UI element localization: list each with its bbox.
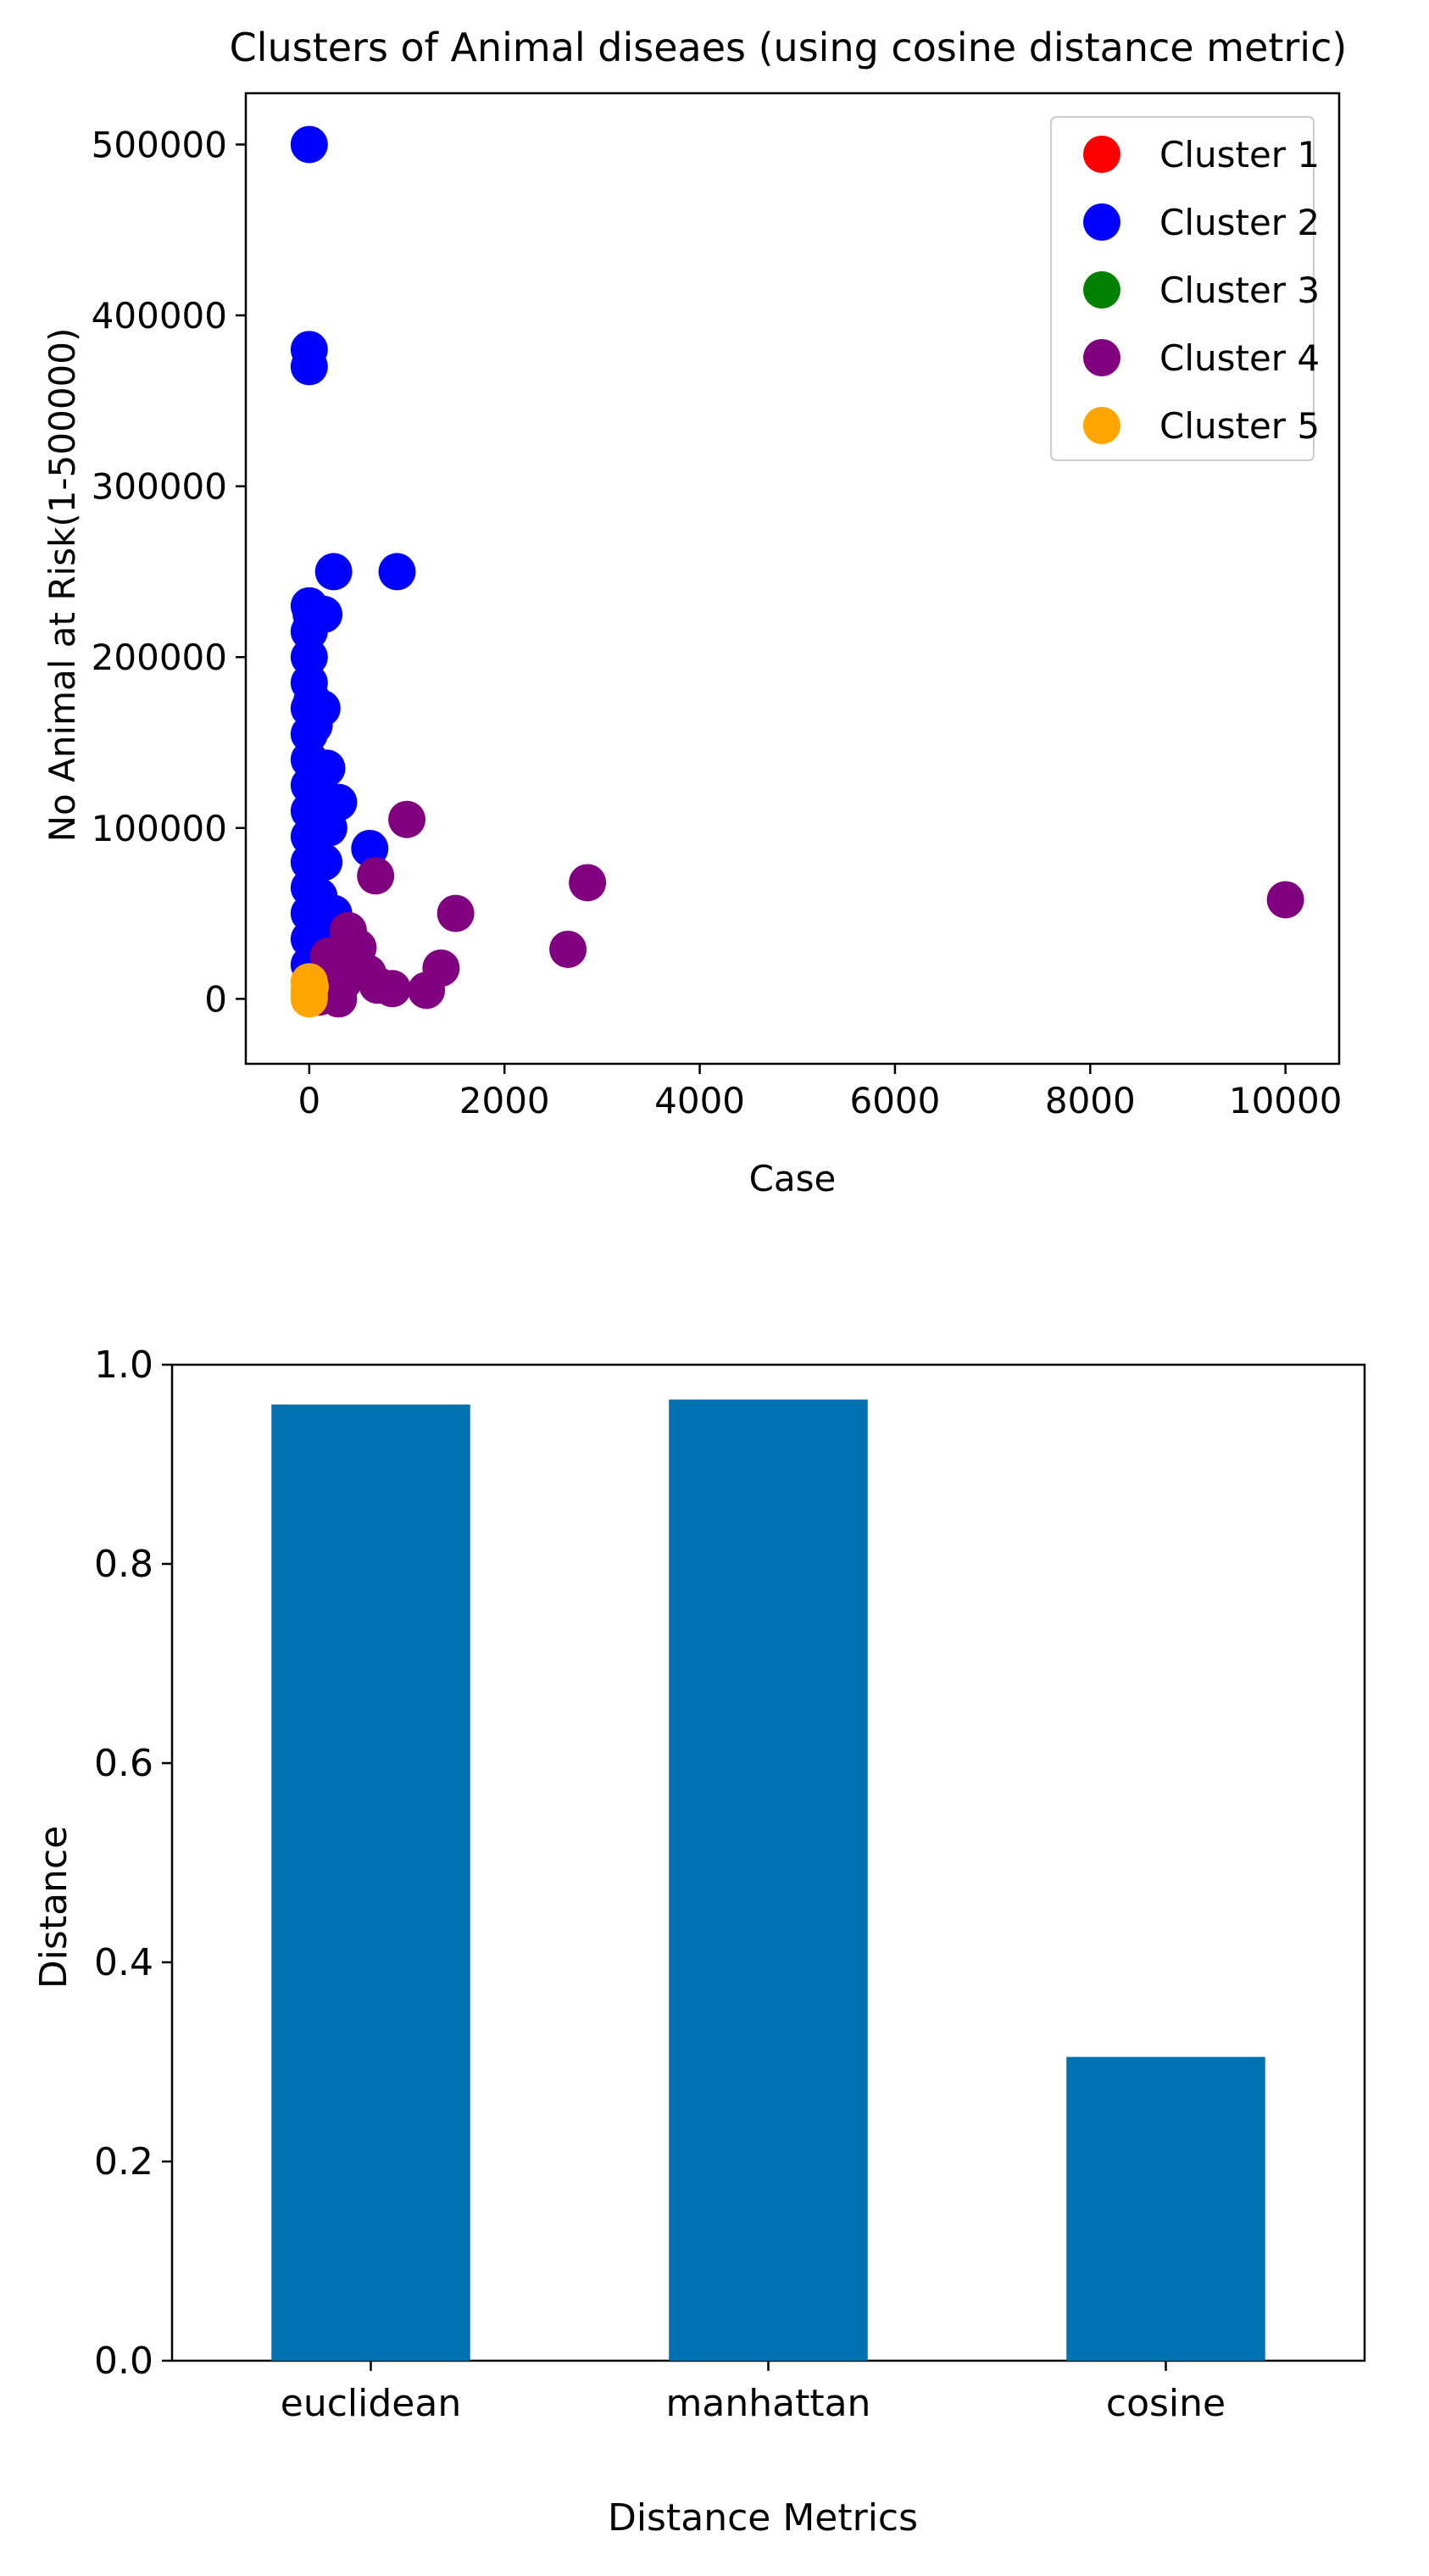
scatter-point-cluster-4 [359,966,397,1004]
legend-marker [1083,203,1120,241]
scatter-x-axis-label: Case [749,1158,837,1199]
scatter-point-cluster-2 [378,553,416,591]
scatter-point-cluster-2 [305,595,343,633]
scatter-point-cluster-2 [303,689,341,727]
legend-label: Cluster 5 [1159,405,1320,447]
y-tick-label: 500000 [92,124,227,165]
bar-y-axis-label: Distance [32,1826,75,1989]
x-tick-label: 0 [297,1080,320,1121]
x-tick-label: 6000 [849,1080,940,1121]
scatter-point-cluster-4 [334,946,372,984]
x-tick-label: 2000 [459,1080,550,1121]
scatter-point-cluster-2 [320,783,358,821]
scatter-legend: Cluster 1 Cluster 2 Cluster 3 Cluster 4 Clus… [1050,116,1320,461]
scatter-x-ticks: 0 2000 4000 6000 8000 10000 [297,1064,1342,1121]
scatter-point-cluster-2 [305,843,343,882]
bar-euclidean [271,1405,470,2361]
scatter-point-cluster-2 [290,125,328,164]
scatter-points [290,125,1304,1018]
y-tick-label: 400000 [92,295,227,337]
legend-label: Cluster 1 [1159,134,1320,175]
bar-cosine [1066,2056,1265,2361]
y-tick-label: 1.0 [94,1344,153,1387]
x-tick-label: 4000 [654,1080,745,1121]
legend-label: Cluster 2 [1159,202,1320,243]
scatter-point-cluster-2 [308,749,346,787]
y-tick-label: 200000 [92,637,227,678]
x-tick-label: cosine [1106,2382,1226,2425]
legend-frame [1050,116,1315,461]
x-tick-label: manhattan [666,2382,871,2425]
scatter-point-cluster-2 [314,553,353,591]
legend-marker [1083,339,1120,376]
legend-marker [1083,136,1120,173]
scatter-point-cluster-4 [357,857,395,895]
bar-y-ticks: 0.0 0.2 0.4 0.6 0.8 1.0 [94,1344,172,2383]
x-tick-label: 10000 [1229,1080,1343,1121]
legend-marker [1083,407,1120,444]
scatter-point-cluster-4 [436,894,475,932]
scatter-point-cluster-4 [408,971,446,1010]
legend-label: Cluster 3 [1159,270,1320,311]
y-tick-label: 0 [204,978,227,1020]
scatter-point-cluster-5 [292,968,330,1006]
scatter-plot-frame [244,92,1341,1065]
legend-marker [1083,271,1120,309]
y-tick-label: 0.4 [94,1941,153,1984]
y-tick-label: 0.2 [94,2140,153,2184]
bar-x-axis-label: Distance Metrics [608,2496,918,2540]
x-tick-label: euclidean [281,2382,461,2425]
bar-x-ticks: euclidean manhattan cosine [281,2361,1226,2425]
bar-chart: 0.0 0.2 0.4 0.6 0.8 1.0 euclidean manhattan cos… [32,1344,1366,2540]
scatter-point-cluster-4 [1266,881,1304,919]
scatter-point-cluster-4 [569,864,607,902]
scatter-point-cluster-2 [290,348,328,386]
scatter-point-cluster-4 [549,930,587,968]
scatter-title: Clusters of Animal diseaes (using cosine… [230,25,1348,70]
scatter-point-cluster-2 [290,638,328,676]
y-tick-label: 300000 [92,466,227,508]
x-tick-label: 8000 [1045,1080,1136,1121]
legend-label: Cluster 4 [1159,337,1320,379]
scatter-y-axis-label: No Animal at Risk(1-500000) [42,328,83,843]
bar-bars [271,1399,1265,2361]
bar-manhattan [669,1399,868,2361]
scatter-y-ticks: 0 100000 200000 300000 400000 500000 [92,124,246,1020]
y-tick-label: 100000 [92,808,227,849]
y-tick-label: 0.6 [94,1742,153,1785]
scatter-point-cluster-4 [388,800,426,838]
scatter-chart: Clusters of Animal diseaes (using cosine… [42,25,1348,1199]
y-tick-label: 0.0 [94,2340,153,2383]
y-tick-label: 0.8 [94,1543,153,1586]
